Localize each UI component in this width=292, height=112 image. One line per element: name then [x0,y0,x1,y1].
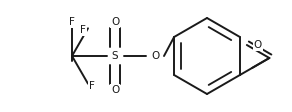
Text: O: O [111,85,119,95]
Text: O: O [151,51,159,61]
Text: F: F [69,17,75,27]
Text: O: O [111,17,119,27]
Text: F: F [80,25,86,35]
Text: S: S [112,51,118,61]
Text: F: F [89,81,95,91]
Text: O: O [254,40,262,50]
